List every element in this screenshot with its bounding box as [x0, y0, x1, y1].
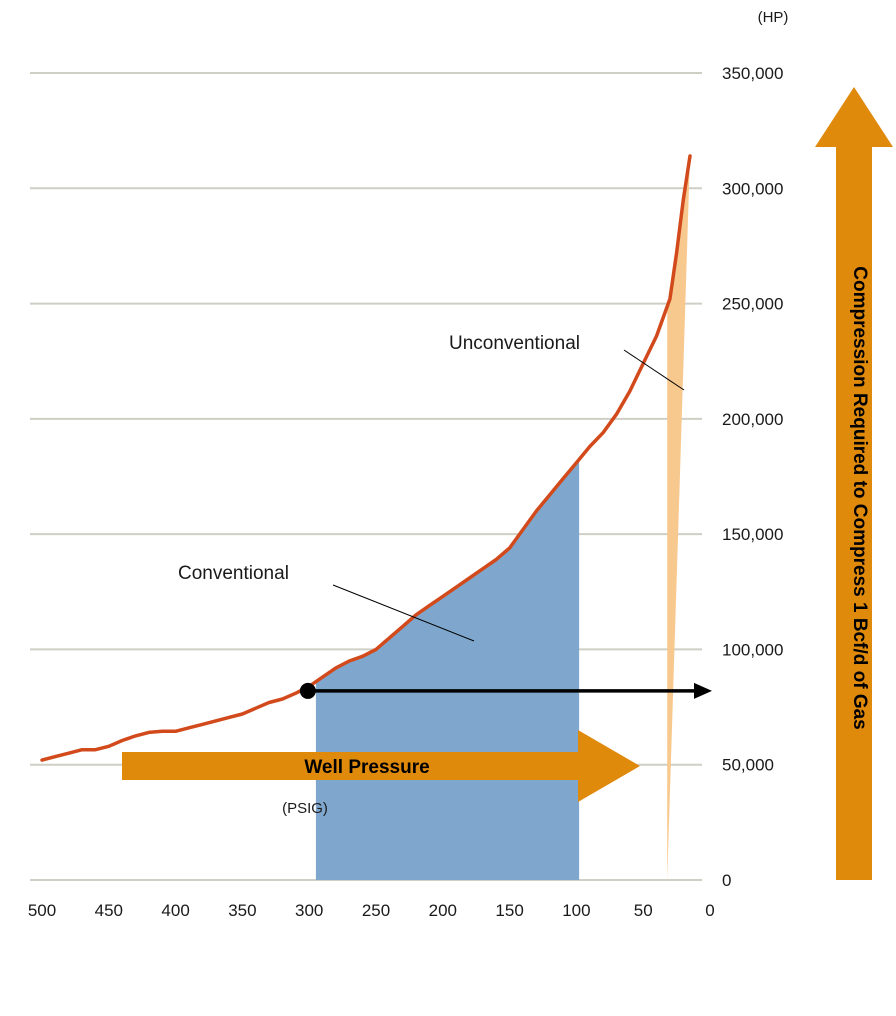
unconventional-annotation: Unconventional: [449, 333, 685, 391]
unconventional-region: [667, 156, 690, 880]
x-tick-label: 150: [495, 901, 523, 920]
y-axis-unit: (HP): [758, 9, 789, 26]
x-tick-label: 0: [705, 901, 714, 920]
conventional-leader-line: [332, 584, 475, 642]
unconventional-label: Unconventional: [449, 333, 580, 354]
y-tick-label: 350,000: [722, 64, 783, 83]
x-axis-unit: (PSIG): [282, 800, 328, 817]
x-tick-label: 250: [362, 901, 390, 920]
x-axis-arrow-shape: [122, 730, 640, 802]
x-tick-label: 50: [634, 901, 653, 920]
y-axis-ticks: 0 50,000 100,000 150,000 200,000 250,000 300,0…: [722, 64, 783, 890]
y-axis-arrow-shape: [815, 87, 893, 880]
y-tick-label: 100,000: [722, 640, 783, 659]
conventional-region: [315, 459, 580, 880]
x-tick-label: 350: [228, 901, 256, 920]
x-tick-label: 450: [95, 901, 123, 920]
x-tick-label: 400: [161, 901, 189, 920]
x-tick-label: 500: [28, 901, 56, 920]
conventional-label: Conventional: [178, 563, 289, 584]
y-tick-label: 50,000: [722, 756, 774, 775]
unconventional-leader-line: [623, 349, 685, 391]
y-tick-label: 150,000: [722, 525, 783, 544]
x-axis-title-arrow: Well Pressure: [122, 730, 640, 802]
reference-arrowhead: [694, 682, 712, 699]
conventional-annotation: Conventional: [178, 563, 475, 642]
compression-curve: [40, 154, 692, 762]
reference-point: [299, 682, 316, 699]
x-axis-title: Well Pressure: [304, 757, 429, 778]
data-series: [40, 154, 692, 762]
x-tick-label: 300: [295, 901, 323, 920]
y-tick-label: 250,000: [722, 295, 783, 314]
reference-marker: [299, 682, 712, 699]
y-axis-title: Compression Required to Compress 1 Bcf/d…: [849, 266, 870, 729]
x-axis-ticks: 500 450 400 350 300 250 200 150 100 50 0: [28, 901, 715, 920]
y-tick-label: 300,000: [722, 179, 783, 198]
y-axis-title-arrow: Compression Required to Compress 1 Bcf/d…: [815, 87, 893, 880]
x-tick-label: 200: [429, 901, 457, 920]
y-tick-label: 0: [722, 871, 731, 890]
y-tick-label: 200,000: [722, 410, 783, 429]
x-tick-label: 100: [562, 901, 590, 920]
